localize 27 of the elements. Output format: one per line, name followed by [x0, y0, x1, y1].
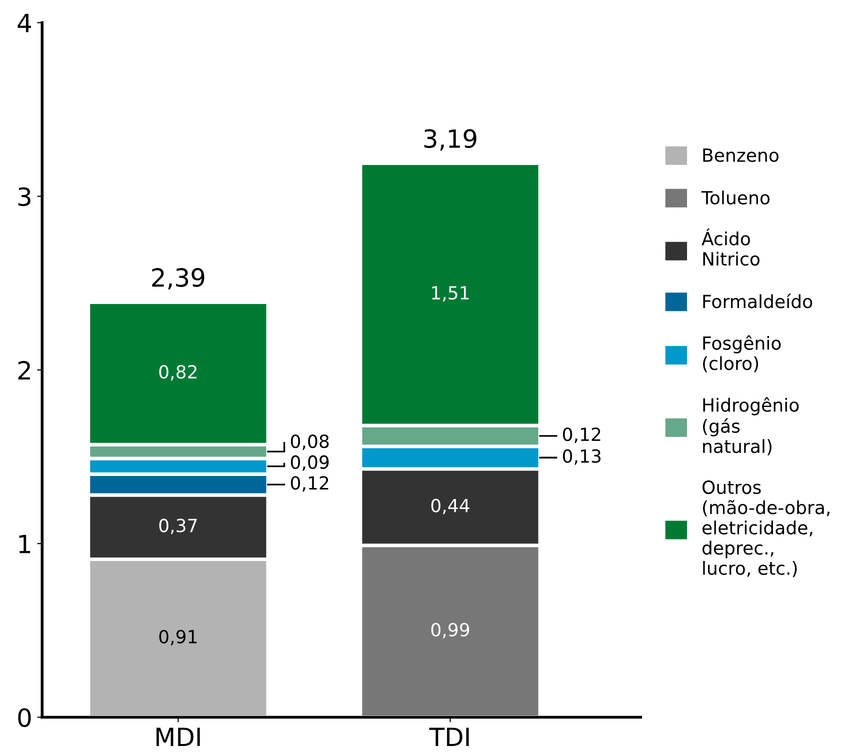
y-tick-label: 1: [19, 534, 30, 554]
y-tick-label: 2: [18, 360, 30, 380]
legend-label: Benzeno: [703, 148, 778, 162]
data-label: 0,99: [431, 622, 470, 638]
legend-label: Tolueno: [701, 190, 770, 205]
data-label: 0,37: [159, 518, 197, 534]
legend-label: Formaldeído: [703, 294, 812, 308]
legend-label: Hidrogênio (gás natural): [703, 397, 799, 456]
y-tick-label: 4: [18, 14, 32, 32]
data-label: 1,51: [432, 286, 469, 302]
legend-label: Fosgênio (cloro): [703, 335, 781, 372]
y-tick-label: 0: [18, 708, 31, 728]
legend-label: Ácido Nitrico: [702, 228, 760, 266]
data-label: 0,91: [159, 630, 197, 646]
data-label: 0,12: [562, 428, 600, 444]
data-label: 0,09: [290, 455, 329, 471]
legend-label: Outros (mão-de-obra, eletricidade, deprec., lucro, etc.): [702, 480, 830, 578]
x-tick-label: MDI: [156, 728, 200, 746]
data-label: 0,12: [290, 476, 328, 492]
data-label: 0,44: [431, 498, 470, 514]
y-tick-label: 3: [18, 187, 30, 206]
data-label: 0,82: [159, 365, 196, 381]
data-label: 0,13: [562, 449, 601, 465]
total-label: 2,39: [152, 268, 204, 290]
data-label: 0,08: [290, 434, 329, 450]
x-tick-label: TDI: [429, 728, 469, 746]
total-label: 3,19: [424, 129, 476, 151]
